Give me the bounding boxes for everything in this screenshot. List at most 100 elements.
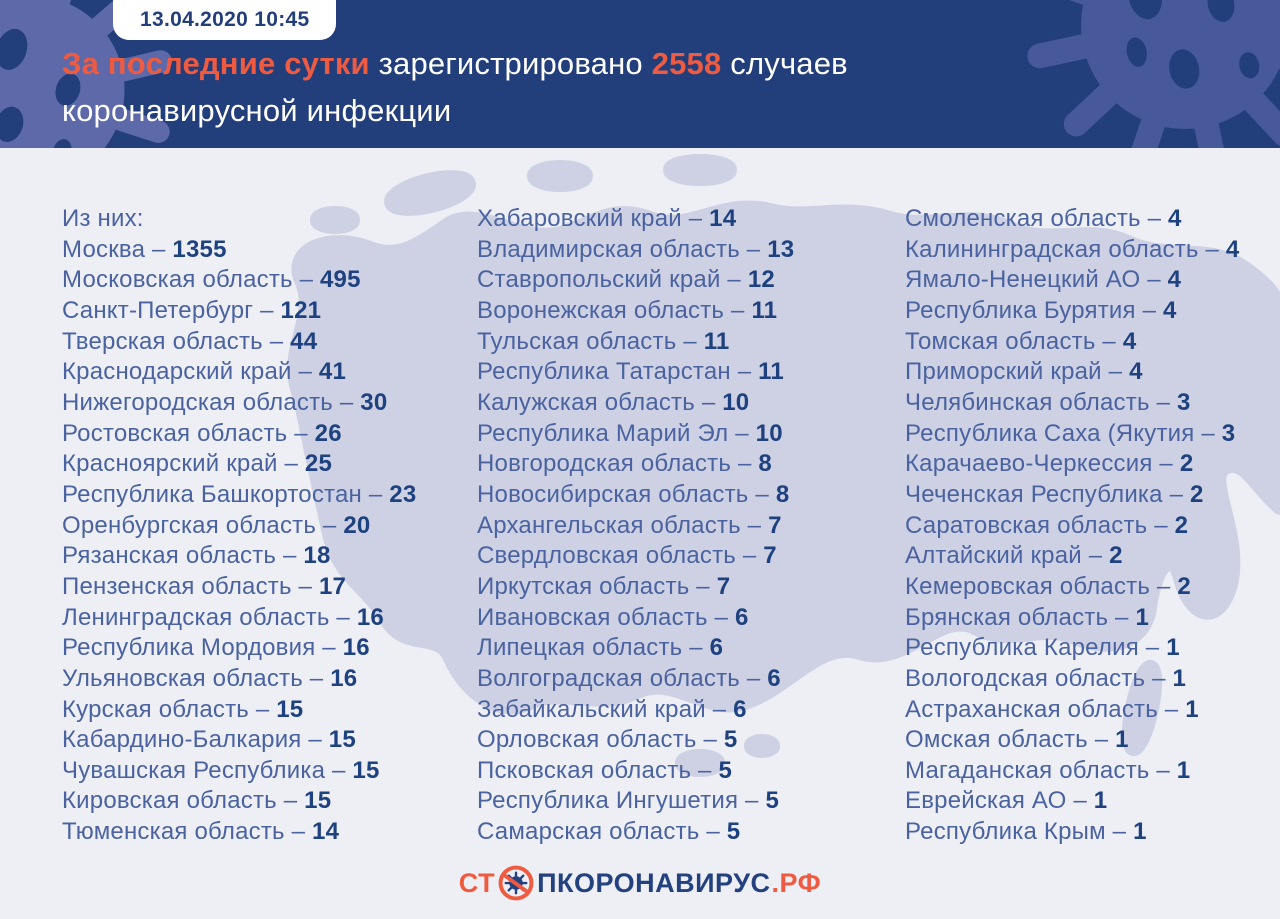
region-name: Республика Мордовия – xyxy=(62,634,343,662)
region-name: Республика Башкортостан – xyxy=(62,480,390,508)
region-name: Чувашская Республика – xyxy=(62,756,353,784)
russia-map-silhouette xyxy=(287,154,1280,777)
region-row: Воронежская область – 11 xyxy=(477,296,902,327)
region-row: Саратовская область – 2 xyxy=(905,511,1280,542)
region-name: Брянская область – xyxy=(905,603,1136,631)
region-count: 41 xyxy=(318,358,347,386)
region-row: Ульяновская область – 16 xyxy=(62,664,477,695)
region-count: 3 xyxy=(1176,388,1191,416)
region-row: Иркутская область – 7 xyxy=(477,572,902,603)
region-count: 3 xyxy=(1221,419,1236,447)
region-count: 11 xyxy=(758,358,784,386)
headline-line-2: коронавирусной инфекции xyxy=(62,93,452,128)
headline: За последние сутки зарегистрировано 2558… xyxy=(62,40,1062,134)
region-count: 8 xyxy=(775,480,790,508)
logo-text-rf: .РФ xyxy=(771,867,822,898)
region-row: Челябинская область – 3 xyxy=(905,388,1280,419)
region-row: Республика Ингушетия – 5 xyxy=(477,786,902,817)
region-count: 4 xyxy=(1167,266,1182,294)
region-name: Самарская область – xyxy=(477,818,727,846)
region-name: Ямало-Ненецкий АО – xyxy=(905,266,1168,294)
region-count: 16 xyxy=(330,664,358,692)
region-count: 16 xyxy=(356,603,384,631)
region-row: Забайкальский край – 6 xyxy=(477,695,902,726)
logo-text-st: СТ xyxy=(458,867,496,898)
region-name: Республика Саха (Якутия – xyxy=(905,419,1222,447)
region-name: Республика Татарстан – xyxy=(477,358,759,386)
region-name: Пензенская область – xyxy=(62,572,319,600)
region-name: Ульяновская область – xyxy=(62,664,331,692)
region-count: 13 xyxy=(767,235,795,263)
header: 13.04.2020 10:45 За последние сутки заре… xyxy=(0,0,1280,148)
region-name: Кемеровская область – xyxy=(905,572,1178,600)
region-row: Новосибирская область – 8 xyxy=(477,480,902,511)
stats-column-1: Из них: Москва – 1355 Московская область … xyxy=(62,204,477,848)
region-name: Чеченская Республика – xyxy=(905,480,1190,508)
region-name: Тюменская область – xyxy=(62,818,313,846)
region-row: Магаданская область – 1 xyxy=(905,756,1280,787)
no-virus-icon xyxy=(498,865,534,901)
region-name: Московская область – xyxy=(62,266,320,294)
region-row: Ростовская область – 26 xyxy=(62,419,477,450)
region-count: 4 xyxy=(1163,296,1177,324)
region-count: 2 xyxy=(1179,450,1194,478)
region-count: 15 xyxy=(328,726,356,754)
region-row: Краснодарский край – 41 xyxy=(62,357,477,388)
region-row: Рязанская область – 18 xyxy=(62,541,477,572)
region-name: Еврейская АО – xyxy=(905,787,1094,815)
region-count: 25 xyxy=(304,450,332,478)
region-name: Новгородская область – xyxy=(477,450,759,478)
region-row: Карачаево-Черкессия – 2 xyxy=(905,449,1280,480)
region-row: Псковская область – 5 xyxy=(477,756,902,787)
region-row: Ямало-Ненецкий АО – 4 xyxy=(905,265,1280,296)
region-name: Калининградская область – xyxy=(905,235,1226,263)
region-count: 6 xyxy=(733,695,747,723)
region-count: 10 xyxy=(722,388,750,416)
region-name: Челябинская область – xyxy=(905,388,1177,416)
region-name: Алтайский край – xyxy=(905,542,1110,570)
region-count: 2 xyxy=(1190,480,1204,508)
region-count: 121 xyxy=(280,296,322,324)
region-row: Республика Татарстан – 11 xyxy=(477,357,902,388)
region-row: Самарская область – 5 xyxy=(477,817,902,848)
region-name: Владимирская область – xyxy=(477,235,768,263)
region-name: Саратовская область – xyxy=(905,511,1175,539)
region-name: Республика Крым – xyxy=(905,818,1134,846)
stats-body: Из них: Москва – 1355 Московская область … xyxy=(0,148,1280,919)
region-name: Ростовская область – xyxy=(62,419,315,447)
region-name: Приморский край – xyxy=(905,358,1130,386)
region-row: Волгоградская область – 6 xyxy=(477,664,902,695)
region-count: 4 xyxy=(1129,358,1143,386)
region-row: Республика Мордовия – 16 xyxy=(62,633,477,664)
region-count: 5 xyxy=(726,818,741,846)
region-count: 5 xyxy=(718,756,732,784)
region-count: 4 xyxy=(1225,235,1240,263)
region-count: 17 xyxy=(318,572,347,600)
region-row: Тюменская область – 14 xyxy=(62,817,477,848)
region-row: Брянская область – 1 xyxy=(905,603,1280,634)
headline-after-count: случаев xyxy=(721,46,848,81)
region-name: Новосибирская область – xyxy=(477,480,776,508)
region-count: 11 xyxy=(703,327,730,355)
region-count: 495 xyxy=(320,266,361,294)
region-name: Республика Карелия – xyxy=(905,634,1167,662)
region-count: 26 xyxy=(314,419,342,447)
region-name: Вологодская область – xyxy=(905,664,1173,692)
region-row: Оренбургская область – 20 xyxy=(62,511,477,542)
region-row: Новгородская область – 8 xyxy=(477,449,902,480)
region-count: 2 xyxy=(1109,542,1123,570)
footer-logo: СТ ПКОРОНАВИРУС .РФ xyxy=(0,864,1280,902)
region-name: Омская область – xyxy=(905,726,1116,754)
region-name: Красноярский край – xyxy=(62,450,305,478)
region-count: 1355 xyxy=(172,235,227,263)
region-count: 30 xyxy=(360,388,388,416)
region-count: 4 xyxy=(1122,327,1137,355)
region-count: 2 xyxy=(1177,572,1191,600)
region-name: Волгоградская область – xyxy=(477,664,768,692)
region-name: Липецкая область – xyxy=(477,634,710,662)
region-row: Ивановская область – 6 xyxy=(477,603,902,634)
timestamp: 13.04.2020 10:45 xyxy=(140,8,310,31)
region-count: 6 xyxy=(767,664,781,692)
region-row: Астраханская область – 1 xyxy=(905,695,1280,726)
